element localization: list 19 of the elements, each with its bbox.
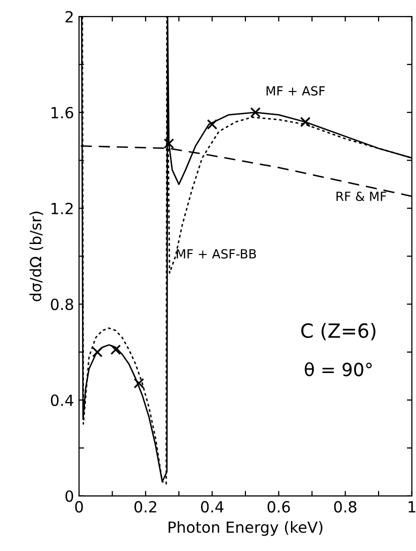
x-tick-label: 0.6	[268, 501, 290, 513]
x-axis-title: Photon Energy (keV)	[168, 521, 322, 536]
x-tick-label: 0	[75, 501, 83, 513]
y-tick-label: 1.2	[52, 202, 73, 214]
y-tick-label: 0.4	[50, 394, 74, 406]
y-tick-label: 0	[65, 490, 74, 502]
x-tick-label: 0.8	[334, 501, 356, 513]
series-label: MF + ASF-BB	[176, 249, 256, 259]
x-tick-label: 0.2	[134, 501, 156, 513]
series-label: MF + ASF	[266, 86, 325, 96]
annotation: θ = 90°	[304, 362, 372, 376]
series-label: RF & MF	[336, 192, 386, 202]
y-tick-label: 1.6	[52, 106, 74, 118]
y-tick-label: 2	[66, 10, 73, 22]
annotation: C (Z=6)	[301, 322, 376, 340]
y-axis-title: dσ/dΩ (b/sr)	[30, 212, 44, 302]
x-tick-label: 1	[408, 501, 416, 512]
y-tick-label: 0.8	[50, 298, 74, 310]
x-tick-label: 0.4	[201, 501, 224, 513]
